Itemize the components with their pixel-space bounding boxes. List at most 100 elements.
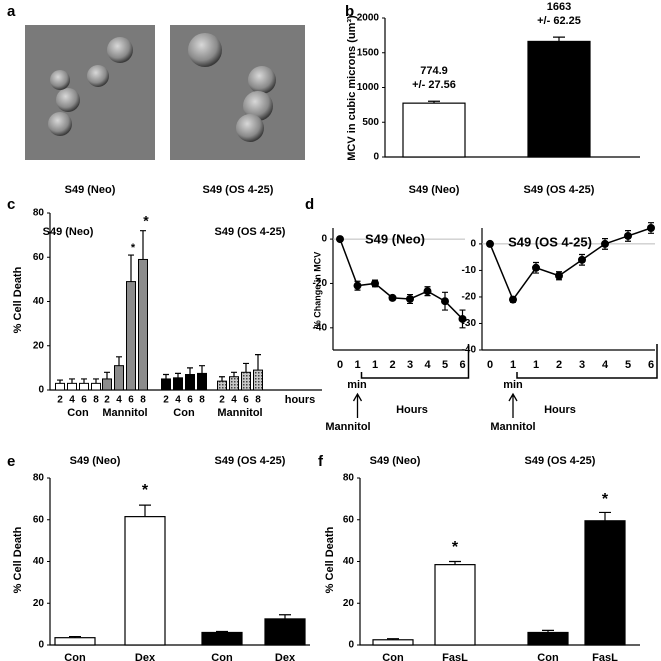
annotation: Mannitol bbox=[490, 421, 535, 433]
line bbox=[489, 227, 652, 302]
error-bar bbox=[128, 254, 134, 282]
x-tick-label: Dex bbox=[135, 652, 156, 661]
panel-label: e bbox=[7, 453, 15, 470]
x-tick-label: 4 bbox=[602, 359, 609, 371]
annotation: Hours bbox=[544, 404, 576, 416]
error-bar bbox=[387, 638, 399, 640]
y-tick-label: 40 bbox=[33, 556, 45, 567]
x-tick-label: 5 bbox=[442, 359, 448, 371]
bar bbox=[161, 378, 171, 391]
x-tick-label: 5 bbox=[625, 359, 631, 371]
x-tick-label: 8 bbox=[140, 395, 146, 406]
error-bar bbox=[69, 636, 81, 638]
error-bar bbox=[255, 354, 261, 371]
x-tick-label: Con bbox=[211, 652, 233, 661]
group-label: Mannitol bbox=[102, 407, 147, 419]
bar bbox=[584, 520, 626, 646]
annotation: * bbox=[142, 482, 149, 499]
y-tick-label: 20 bbox=[33, 340, 45, 351]
annotation: min bbox=[347, 379, 367, 391]
x-tick-label: Con bbox=[537, 652, 559, 661]
panel-label: c bbox=[7, 196, 15, 213]
y-tick-label: -20 bbox=[462, 292, 477, 303]
y-axis-label: % Change in MCV bbox=[312, 252, 322, 329]
y-tick-label: 40 bbox=[33, 296, 45, 307]
y-tick-label: -30 bbox=[462, 318, 477, 329]
chart-title: S49 (OS 4-25) bbox=[508, 234, 592, 249]
bar bbox=[67, 382, 77, 391]
y-tick-label: 20 bbox=[33, 598, 45, 609]
annotation: S49 (OS 4-25) bbox=[215, 455, 286, 467]
y-tick-label: 1500 bbox=[357, 47, 380, 58]
y-tick-label: 80 bbox=[33, 208, 45, 219]
bracket bbox=[516, 344, 658, 379]
error-bar bbox=[449, 560, 461, 565]
point bbox=[601, 239, 609, 248]
annotation: S49 (Neo) bbox=[70, 455, 121, 467]
y-axis-label: % Cell Death bbox=[12, 526, 24, 593]
annotation: Hours bbox=[396, 404, 428, 416]
annotation: min bbox=[503, 379, 523, 391]
bar bbox=[527, 631, 569, 646]
bar bbox=[372, 639, 414, 646]
bar bbox=[201, 631, 243, 646]
value-label: 774.9 bbox=[420, 65, 448, 77]
bar bbox=[54, 637, 96, 646]
error-bar bbox=[553, 36, 565, 42]
point bbox=[458, 314, 467, 323]
error-bar bbox=[542, 629, 554, 633]
x-tick-label: Dex bbox=[275, 652, 296, 661]
y-tick-label: -40 bbox=[313, 322, 328, 333]
x-axis-label: hours bbox=[285, 394, 316, 406]
x-tick-label: 1 bbox=[372, 359, 378, 371]
error-bar bbox=[199, 365, 205, 374]
bar bbox=[197, 372, 207, 391]
panel-label: a bbox=[7, 3, 16, 20]
value-label: 1663 bbox=[547, 1, 571, 13]
error-bar bbox=[140, 230, 146, 260]
x-tick-label: 6 bbox=[128, 395, 134, 406]
error-bar bbox=[243, 362, 249, 373]
point bbox=[423, 287, 432, 296]
micrograph bbox=[25, 25, 155, 160]
y-tick-label: 60 bbox=[343, 514, 355, 525]
bar bbox=[217, 380, 227, 391]
y-tick-label: 2000 bbox=[357, 13, 380, 24]
micrograph bbox=[170, 25, 305, 160]
annotation: S49 (OS 4-25) bbox=[215, 226, 286, 238]
y-tick-label: 1000 bbox=[357, 82, 380, 93]
y-tick-label: 0 bbox=[470, 239, 476, 250]
x-tick-label: 8 bbox=[93, 395, 99, 406]
y-tick-label: 0 bbox=[373, 152, 379, 163]
bar bbox=[253, 369, 263, 391]
group-label: Con bbox=[173, 407, 195, 419]
y-tick-label: 0 bbox=[38, 385, 44, 396]
y-tick-label: -40 bbox=[462, 345, 477, 356]
x-tick-label: FasL bbox=[592, 652, 618, 661]
bar bbox=[124, 516, 166, 646]
bar bbox=[402, 102, 466, 158]
error-label: +/- 27.56 bbox=[412, 79, 456, 91]
x-tick-label: 6 bbox=[243, 395, 249, 406]
point bbox=[336, 235, 344, 244]
error-bar bbox=[104, 371, 110, 379]
x-tick-label: 8 bbox=[199, 395, 205, 406]
error-label: +/- 62.25 bbox=[537, 15, 581, 27]
annotation: * bbox=[452, 539, 459, 556]
error-bar bbox=[187, 367, 193, 375]
point bbox=[532, 263, 540, 272]
image-caption: S49 (Neo) bbox=[65, 184, 116, 196]
annotation: S49 (Neo) bbox=[370, 455, 421, 467]
y-axis-label: MCV in cubic microns (um³) bbox=[346, 15, 358, 161]
error-bar bbox=[139, 504, 151, 517]
annotation: Mannitol bbox=[325, 421, 370, 433]
bar bbox=[55, 382, 65, 391]
x-tick-label: S49 (Neo) bbox=[409, 184, 460, 196]
error-bar bbox=[116, 356, 122, 366]
arrow bbox=[352, 392, 363, 418]
arrow bbox=[508, 392, 518, 418]
x-tick-label: 1 bbox=[354, 359, 360, 371]
error-bar bbox=[219, 376, 225, 382]
axis bbox=[49, 213, 322, 391]
bar bbox=[527, 40, 591, 158]
